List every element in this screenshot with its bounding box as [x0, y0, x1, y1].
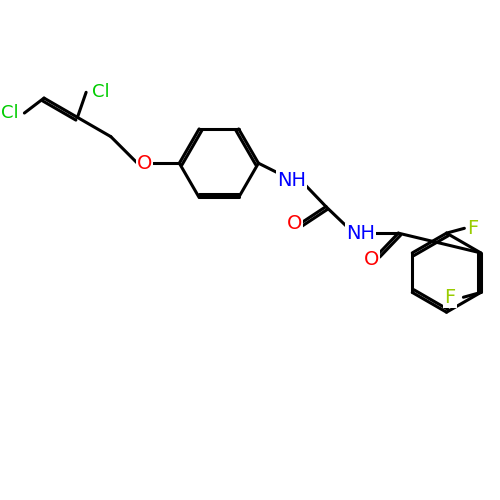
Text: F: F: [468, 219, 478, 238]
Text: O: O: [287, 214, 302, 233]
Text: O: O: [137, 154, 152, 172]
Text: NH: NH: [346, 224, 375, 242]
Text: O: O: [364, 250, 380, 269]
Text: F: F: [444, 288, 456, 307]
Text: Cl: Cl: [92, 84, 110, 102]
Text: Cl: Cl: [0, 104, 18, 122]
Text: NH: NH: [276, 170, 306, 190]
